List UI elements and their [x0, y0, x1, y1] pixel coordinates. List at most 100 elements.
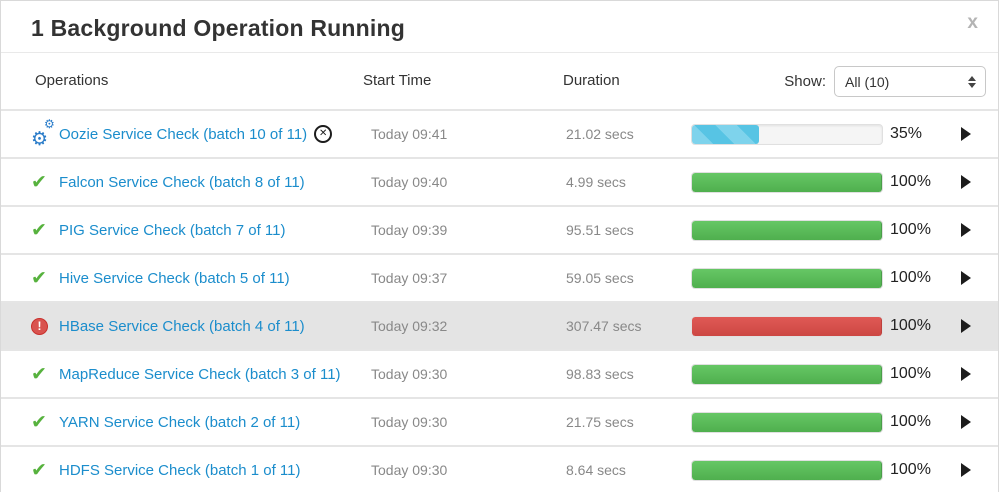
expand-row-button[interactable]	[961, 399, 991, 445]
show-filter-label: Show:	[784, 73, 826, 90]
operation-link[interactable]: Oozie Service Check (batch 10 of 11)	[59, 125, 308, 143]
column-header-duration: Duration	[563, 72, 620, 89]
expand-row-button[interactable]	[961, 255, 991, 301]
operation-row[interactable]: ⚙⚙ ✔ ! HBase Service Check (batch 4 of 1…	[1, 301, 998, 349]
progress-percent-label: 100%	[890, 317, 931, 334]
progress-fill	[692, 316, 882, 336]
expand-row-button[interactable]	[961, 447, 991, 492]
progress-bar	[691, 171, 883, 193]
operation-row[interactable]: ⚙⚙ ✔ ! HDFS Service Check (batch 1 of 11…	[1, 445, 998, 492]
start-time-cell: Today 09:30	[371, 462, 448, 478]
duration-cell: 307.47 secs	[566, 318, 642, 334]
progress-bar	[691, 363, 883, 385]
select-arrows-icon	[968, 75, 976, 88]
operation-link[interactable]: Falcon Service Check (batch 8 of 11)	[59, 173, 305, 191]
operation-cell: ⚙⚙ ✔ ! PIG Service Check (batch 7 of 11)…	[31, 207, 371, 253]
duration-cell: 21.75 secs	[566, 414, 634, 430]
show-filter-select[interactable]: All (10)	[834, 66, 986, 97]
show-filter-value: All (10)	[845, 73, 890, 90]
progress-fill	[692, 124, 759, 144]
progress-percent-label: 35%	[890, 125, 923, 142]
duration-cell: 21.02 secs	[566, 126, 634, 142]
operation-link[interactable]: PIG Service Check (batch 7 of 11)	[59, 221, 286, 239]
expand-arrow-icon	[961, 415, 971, 429]
start-time-cell: Today 09:40	[371, 174, 448, 190]
check-icon: ✔	[31, 363, 47, 385]
progress-percent-label: 100%	[890, 221, 931, 238]
operation-link[interactable]: YARN Service Check (batch 2 of 11)	[59, 413, 301, 431]
expand-arrow-icon	[961, 175, 971, 189]
expand-arrow-icon	[961, 127, 971, 141]
progress-bar	[691, 411, 883, 433]
progress-percent-label: 100%	[890, 365, 931, 382]
check-icon: ✔	[31, 459, 47, 481]
operation-link[interactable]: HDFS Service Check (batch 1 of 11)	[59, 461, 301, 479]
error-icon: !	[31, 317, 48, 335]
progress-cell	[691, 255, 883, 301]
expand-row-button[interactable]	[961, 303, 991, 349]
show-filter: Show: All (10)	[784, 66, 986, 97]
check-icon: ✔	[31, 411, 47, 433]
start-time-cell: Today 09:32	[371, 318, 448, 334]
operation-cell: ⚙⚙ ✔ ! HDFS Service Check (batch 1 of 11…	[31, 447, 371, 492]
progress-bar	[691, 123, 883, 145]
duration-cell: 8.64 secs	[566, 462, 626, 478]
start-time-cell: Today 09:30	[371, 414, 448, 430]
operation-cell: ⚙⚙ ✔ ! Hive Service Check (batch 5 of 11…	[31, 255, 371, 301]
operation-cell: ⚙⚙ ✔ ! Falcon Service Check (batch 8 of …	[31, 159, 371, 205]
start-time-cell: Today 09:30	[371, 366, 448, 382]
operation-link[interactable]: HBase Service Check (batch 4 of 11)	[59, 317, 305, 335]
progress-fill	[692, 460, 882, 480]
operation-cell: ⚙⚙ ✔ ! HBase Service Check (batch 4 of 1…	[31, 303, 371, 349]
progress-cell	[691, 159, 883, 205]
expand-arrow-icon	[961, 271, 971, 285]
operation-cell: ⚙⚙ ✔ ! YARN Service Check (batch 2 of 11…	[31, 399, 371, 445]
operation-row[interactable]: ⚙⚙ ✔ ! Oozie Service Check (batch 10 of …	[1, 109, 998, 157]
operation-row[interactable]: ⚙⚙ ✔ ! PIG Service Check (batch 7 of 11)…	[1, 205, 998, 253]
expand-row-button[interactable]	[961, 207, 991, 253]
start-time-cell: Today 09:37	[371, 270, 448, 286]
progress-percent-label: 100%	[890, 173, 931, 190]
dialog-header: 1 Background Operation Running x	[1, 1, 998, 53]
duration-cell: 4.99 secs	[566, 174, 626, 190]
progress-cell	[691, 207, 883, 253]
duration-cell: 59.05 secs	[566, 270, 634, 286]
expand-row-button[interactable]	[961, 351, 991, 397]
operations-list: ⚙⚙ ✔ ! Oozie Service Check (batch 10 of …	[1, 109, 998, 492]
close-icon[interactable]: x	[967, 12, 978, 33]
start-time-cell: Today 09:39	[371, 222, 448, 238]
progress-fill	[692, 364, 882, 384]
progress-percent-label: 100%	[890, 461, 931, 478]
operation-link[interactable]: Hive Service Check (batch 5 of 11)	[59, 269, 290, 287]
progress-fill	[692, 268, 882, 288]
expand-row-button[interactable]	[961, 111, 991, 157]
progress-cell	[691, 303, 883, 349]
expand-arrow-icon	[961, 319, 971, 333]
operation-row[interactable]: ⚙⚙ ✔ ! MapReduce Service Check (batch 3 …	[1, 349, 998, 397]
operation-row[interactable]: ⚙⚙ ✔ ! Hive Service Check (batch 5 of 11…	[1, 253, 998, 301]
operation-cell: ⚙⚙ ✔ ! MapReduce Service Check (batch 3 …	[31, 351, 371, 397]
check-icon: ✔	[31, 219, 47, 241]
duration-cell: 98.83 secs	[566, 366, 634, 382]
progress-cell	[691, 399, 883, 445]
check-icon: ✔	[31, 267, 47, 289]
duration-cell: 95.51 secs	[566, 222, 634, 238]
progress-percent-label: 100%	[890, 269, 931, 286]
dialog-title: 1 Background Operation Running	[31, 15, 406, 41]
expand-row-button[interactable]	[961, 159, 991, 205]
operation-link[interactable]: MapReduce Service Check (batch 3 of 11)	[59, 365, 341, 383]
progress-bar	[691, 459, 883, 481]
table-header-row: Operations Start Time Duration Show: All…	[1, 53, 998, 109]
column-header-operations: Operations	[35, 72, 109, 89]
expand-arrow-icon	[961, 367, 971, 381]
operation-row[interactable]: ⚙⚙ ✔ ! YARN Service Check (batch 2 of 11…	[1, 397, 998, 445]
progress-bar	[691, 267, 883, 289]
check-icon: ✔	[31, 171, 47, 193]
progress-percent-label: 100%	[890, 413, 931, 430]
abort-icon[interactable]: ✕	[314, 125, 333, 143]
progress-fill	[692, 172, 882, 192]
operation-row[interactable]: ⚙⚙ ✔ ! Falcon Service Check (batch 8 of …	[1, 157, 998, 205]
column-header-start-time: Start Time	[363, 72, 432, 89]
progress-cell	[691, 111, 883, 157]
